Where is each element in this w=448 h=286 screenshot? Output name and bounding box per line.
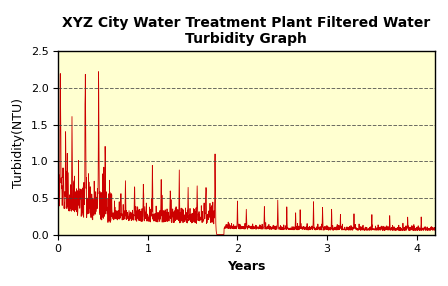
X-axis label: Years: Years: [227, 260, 266, 273]
Y-axis label: Turbidity(NTU): Turbidity(NTU): [12, 98, 25, 188]
Title: XYZ City Water Treatment Plant Filtered Water
Turbidity Graph: XYZ City Water Treatment Plant Filtered …: [62, 16, 431, 46]
